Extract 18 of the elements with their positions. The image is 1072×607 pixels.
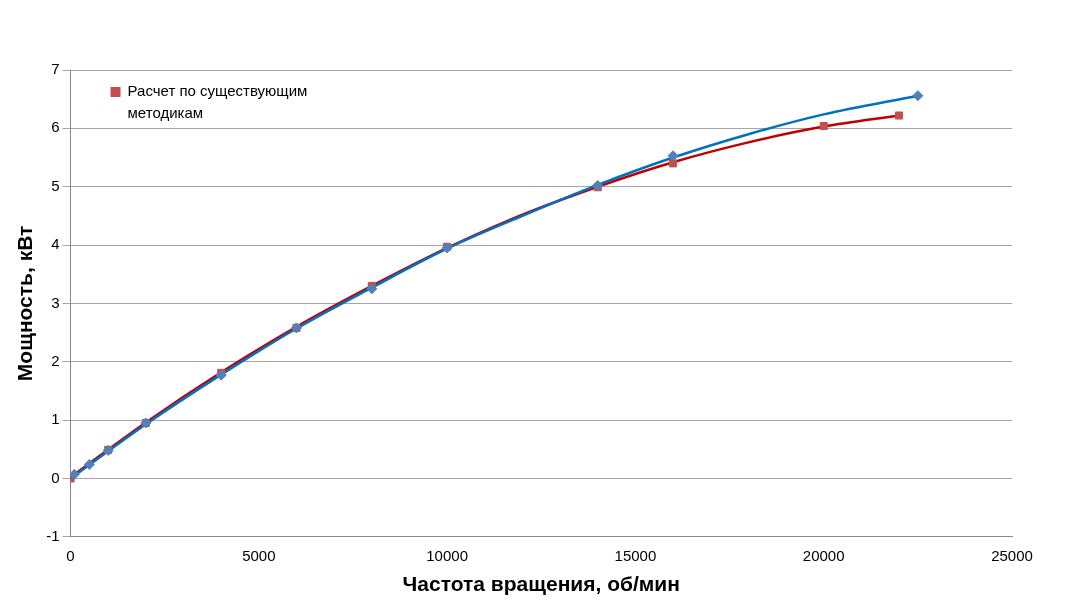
y-tick-label: 6 (51, 118, 60, 136)
y-tick-label: 5 (51, 176, 60, 194)
y-tick-label: 4 (51, 235, 60, 253)
y-tick-label: 1 (51, 410, 60, 428)
y-tick-label: 7 (51, 60, 60, 78)
y-axis-title: Мощность, кВт (13, 225, 37, 382)
x-tick-label: 15000 (614, 546, 657, 564)
y-tick-label: 2 (51, 351, 60, 369)
y-tick-label: 0 (51, 468, 60, 486)
x-tick-label: 20000 (802, 546, 845, 564)
y-tick-label: 3 (51, 293, 60, 311)
x-tick-label: 25000 (991, 546, 1033, 564)
x-tick-label: 10000 (426, 546, 468, 564)
x-axis-title: Частота вращения, об/мин (402, 572, 680, 596)
x-tick-label: 0 (66, 546, 75, 564)
y-tick-label: -1 (46, 526, 60, 544)
legend-label: Расчет по существующим методикам (127, 82, 308, 122)
x-tick-label: 5000 (242, 546, 276, 564)
